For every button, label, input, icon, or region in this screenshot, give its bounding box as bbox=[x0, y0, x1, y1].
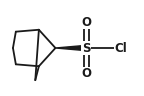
Text: O: O bbox=[81, 67, 91, 80]
Polygon shape bbox=[55, 45, 86, 51]
Text: O: O bbox=[81, 16, 91, 29]
Text: S: S bbox=[82, 41, 91, 55]
Text: Cl: Cl bbox=[115, 41, 127, 55]
